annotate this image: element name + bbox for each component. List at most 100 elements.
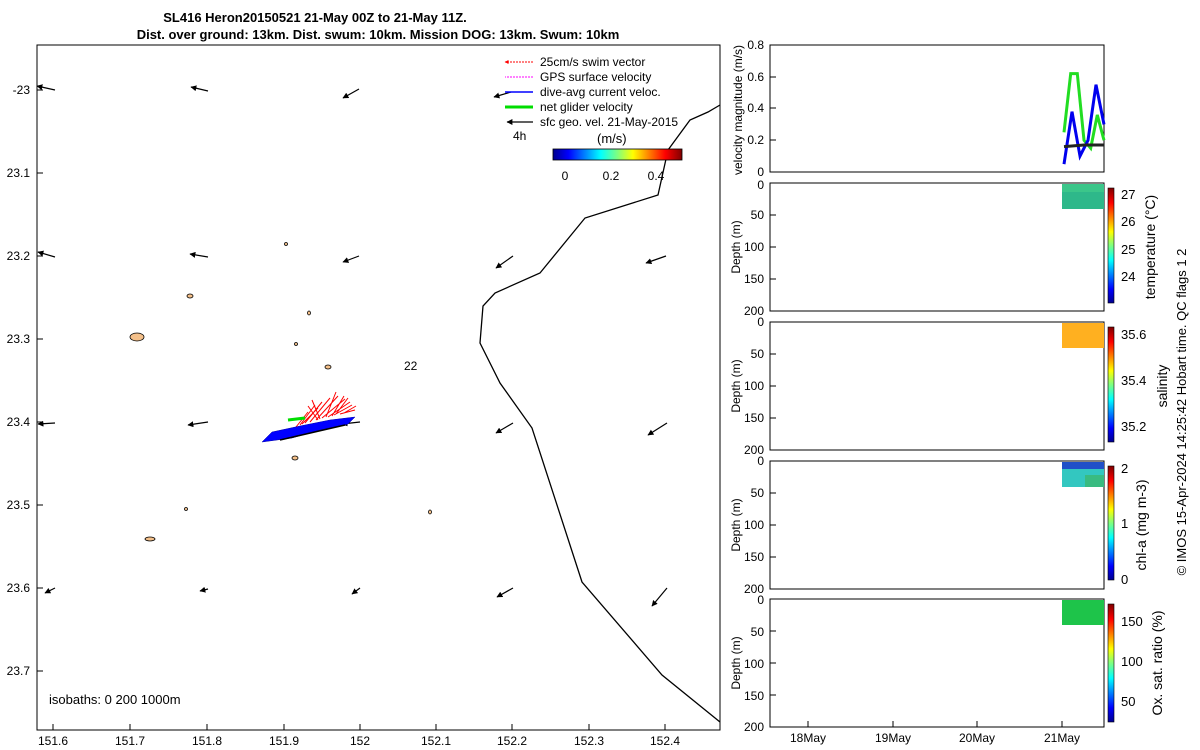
reef-shape	[307, 310, 311, 316]
depth-ylabel: Depth (m)	[729, 359, 743, 412]
colorbar-tick: 100	[1121, 654, 1143, 669]
map-xtick-label: 152.3	[574, 734, 604, 748]
map-ytick-label: 23.4	[7, 415, 31, 429]
salinity-colorbar	[1107, 326, 1115, 443]
time-tick: 21May	[1044, 731, 1080, 745]
colorbar-tick: 35.4	[1121, 373, 1146, 388]
map-ytick-label: 23.2	[7, 249, 31, 263]
depth-ylabel: Depth (m)	[729, 498, 743, 551]
colorbar-tick: 1	[1121, 516, 1128, 531]
sfc-arrow	[651, 587, 668, 607]
depth-ytick: 150	[744, 411, 764, 425]
sfc-arrow	[647, 422, 668, 436]
sfc-arrow	[187, 421, 209, 428]
map-ytick-label: 23.5	[7, 498, 31, 512]
velocity-panel: 0 0.2 0.4 0.6 0.8 velocity magnitude (m/…	[731, 38, 1106, 179]
depth-ytick: 0	[757, 178, 764, 192]
sfc-arrow	[36, 84, 56, 91]
sfc-arrow	[645, 255, 667, 265]
velocity-ytick: 0.2	[747, 133, 764, 147]
depth-ytick: 100	[744, 379, 764, 393]
sfc-geo-arrows	[36, 84, 668, 607]
oxygen-heatmap-cells	[1062, 600, 1104, 625]
title-line2: Dist. over ground: 13km. Dist. swum: 10k…	[137, 27, 620, 42]
glider-path	[279, 424, 346, 441]
salinity-frame	[769, 321, 1105, 451]
velocity-ytick: 0.4	[747, 101, 764, 115]
colorbar-tick: 0	[562, 169, 569, 183]
colorbar-tick: 24	[1121, 269, 1135, 284]
colorbar-tick: 150	[1121, 614, 1143, 629]
speed-colorbar	[552, 148, 683, 161]
salinity-heatmap-cells	[1062, 323, 1104, 348]
sfc-arrow	[37, 250, 56, 258]
colorbar-tick: 0.4	[648, 169, 665, 183]
reef-shape	[428, 509, 432, 515]
map-xtick-label: 151.7	[115, 734, 145, 748]
reef-shape	[186, 293, 194, 299]
colorbar-tick: 27	[1121, 187, 1135, 202]
velocity-ytick: 0	[757, 165, 764, 179]
depth-ytick: 200	[744, 304, 764, 318]
map-xtick-label: 152.4	[650, 734, 680, 748]
legend: 25cm/s swim vector GPS surface velocity …	[504, 55, 678, 129]
chla-clabel: chl-a (mg m-3)	[1133, 479, 1149, 570]
sfc-arrow	[342, 255, 360, 263]
chla-frame	[769, 460, 1105, 590]
sfc-arrow	[496, 587, 514, 598]
depth-ytick: 150	[744, 550, 764, 564]
sfc-arrow	[37, 420, 56, 427]
colorbar-tick: 35.2	[1121, 419, 1146, 434]
depth-ytick: 100	[744, 518, 764, 532]
map-xtick-label: 151.8	[192, 734, 222, 748]
reef-shape	[324, 364, 332, 370]
map-xticks: 151.6 151.7 151.8 151.9 152 152.1 152.2 …	[38, 724, 680, 748]
map-frame	[36, 44, 721, 731]
reef-shape	[284, 242, 288, 246]
map-ytick-label: -23	[13, 83, 31, 97]
map-xtick-label: 152	[350, 734, 370, 748]
oxygen-colorbar	[1107, 603, 1115, 723]
chla-colorbar	[1107, 465, 1115, 581]
depth-ytick: 100	[744, 240, 764, 254]
title-line1: SL416 Heron20150521 21-May 00Z to 21-May…	[163, 10, 467, 25]
colorbar-tick: 25	[1121, 242, 1135, 257]
time-tick: 18May	[790, 731, 826, 745]
map-yticks: -23 23.1 23.2 23.3 23.4 23.5 23.6 23.7	[7, 83, 43, 678]
legend-label: sfc geo. vel. 21-May-2015	[540, 115, 678, 129]
colorbar-tick: 0	[1121, 572, 1128, 587]
depth-ytick: 150	[744, 689, 764, 703]
sfc-arrow	[190, 85, 209, 92]
velocity-ytick: 0.6	[747, 70, 764, 84]
sfc-arrow	[189, 251, 209, 258]
legend-label: 25cm/s swim vector	[540, 55, 645, 69]
credit-text: © IMOS 15-Apr-2024 14:25:42 Hobart time.…	[1174, 249, 1189, 576]
map-xtick-label: 152.2	[497, 734, 527, 748]
colorbar-tick: 2	[1121, 461, 1128, 476]
legend-label: GPS surface velocity	[540, 70, 651, 84]
reef-shape	[294, 342, 298, 346]
depth-ylabel: Depth (m)	[729, 636, 743, 689]
reef-shape	[291, 455, 299, 461]
time-tick: 20May	[959, 731, 995, 745]
temperature-frame	[769, 182, 1105, 312]
isobath-label: isobaths: 0 200 1000m	[49, 692, 181, 707]
sfc-arrow	[493, 91, 512, 99]
reef-shape	[129, 332, 145, 342]
sfc-arrow	[44, 587, 56, 594]
depth-ytick: 150	[744, 272, 764, 286]
time-tick: 19May	[875, 731, 911, 745]
velocity-ylabel: velocity magnitude (m/s)	[731, 45, 745, 175]
temperature-panel: 0 50 100 150 200 Depth (m) 27 26 25 24 t…	[729, 178, 1158, 318]
sfc-arrow	[199, 586, 209, 593]
temperature-colorbar	[1107, 187, 1115, 304]
depth-ytick: 200	[744, 720, 764, 734]
net-velocity-vector	[287, 416, 306, 422]
salinity-panel: 0 50 100 150 200 Depth (m) 35.6 35.4 35.…	[729, 315, 1170, 457]
depth-ytick: 50	[751, 208, 765, 222]
oxygen-frame	[769, 598, 1105, 728]
colorbar-tick: 50	[1121, 694, 1135, 709]
velocity-series-sfc	[1063, 143, 1104, 149]
colorbar-tick: 35.6	[1121, 327, 1146, 342]
legend-label: dive-avg current veloc.	[540, 85, 661, 99]
